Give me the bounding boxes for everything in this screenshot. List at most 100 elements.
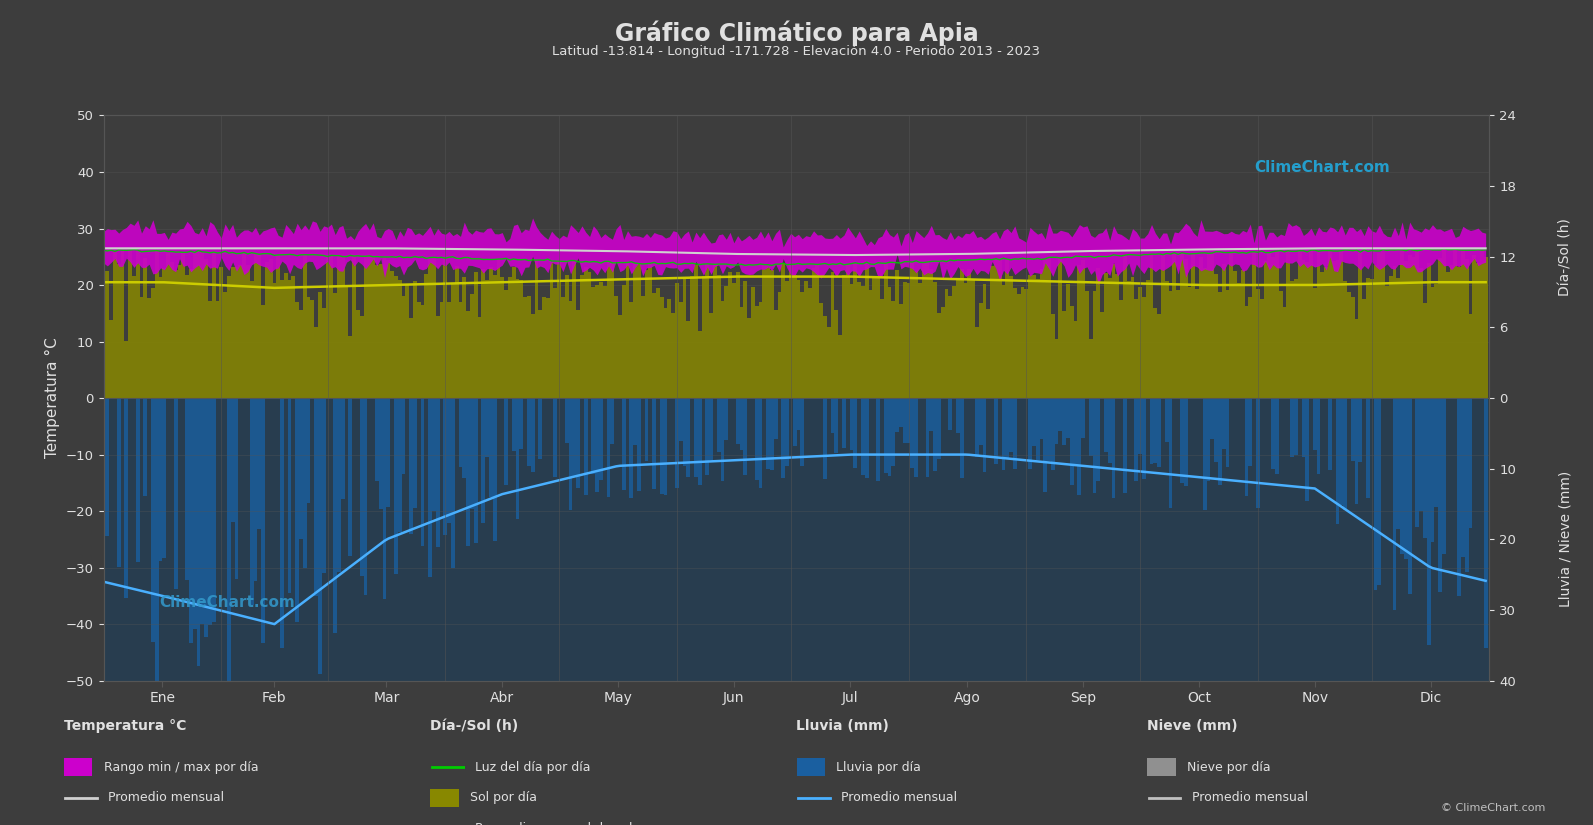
Bar <box>1469 314 1472 398</box>
Bar <box>769 398 774 469</box>
Bar <box>717 275 720 398</box>
Bar <box>1255 398 1260 508</box>
Bar <box>405 285 409 398</box>
Bar <box>127 250 132 398</box>
Bar <box>1066 398 1070 438</box>
Bar <box>162 268 166 398</box>
Bar <box>1126 280 1131 398</box>
Bar <box>341 398 344 499</box>
Bar <box>1335 398 1340 524</box>
Bar <box>250 281 253 398</box>
Bar <box>1381 252 1384 398</box>
Bar <box>736 272 739 398</box>
Bar <box>1389 276 1392 398</box>
Bar <box>311 300 314 398</box>
Bar <box>929 398 933 431</box>
Bar <box>706 264 709 398</box>
Bar <box>585 267 588 398</box>
Bar <box>1184 398 1188 487</box>
Bar <box>1096 398 1101 481</box>
Bar <box>104 398 1489 681</box>
Bar <box>1013 288 1016 398</box>
Bar <box>569 398 572 510</box>
Bar <box>664 398 667 495</box>
Bar <box>580 275 585 398</box>
Bar <box>1172 252 1176 398</box>
Bar <box>941 307 945 398</box>
Bar <box>1055 398 1058 444</box>
Text: Promedio mensual: Promedio mensual <box>108 791 225 804</box>
Y-axis label: Temperatura °C: Temperatura °C <box>45 337 61 459</box>
Bar <box>409 398 413 534</box>
Bar <box>527 296 530 398</box>
Bar <box>873 277 876 398</box>
Bar <box>854 264 857 398</box>
Bar <box>1222 398 1225 449</box>
Bar <box>1268 252 1271 398</box>
Bar <box>824 398 827 479</box>
Bar <box>1419 268 1423 398</box>
Bar <box>1005 259 1008 398</box>
Bar <box>553 288 558 398</box>
Bar <box>245 265 250 398</box>
Bar <box>777 292 781 398</box>
Bar <box>671 313 675 398</box>
Bar <box>489 398 492 497</box>
Bar <box>135 398 140 562</box>
Bar <box>1317 252 1321 398</box>
Bar <box>1115 274 1120 398</box>
Bar <box>1082 398 1085 438</box>
Bar <box>959 269 964 398</box>
Bar <box>284 273 288 398</box>
Bar <box>1249 297 1252 398</box>
Bar <box>800 398 804 466</box>
Bar <box>675 283 679 398</box>
Bar <box>190 269 193 398</box>
Bar <box>621 398 626 490</box>
Bar <box>1195 290 1200 398</box>
Bar <box>566 398 569 444</box>
Bar <box>744 280 747 398</box>
Bar <box>413 398 417 508</box>
Bar <box>884 398 887 474</box>
Bar <box>185 398 190 580</box>
Bar <box>1483 257 1488 398</box>
Bar <box>201 398 204 625</box>
Bar <box>511 267 516 398</box>
Bar <box>177 265 182 398</box>
Bar <box>382 258 387 398</box>
Bar <box>956 280 959 398</box>
Bar <box>527 398 530 466</box>
Bar <box>424 275 429 398</box>
Bar <box>234 267 239 398</box>
Bar <box>124 341 127 398</box>
Bar <box>854 398 857 468</box>
Bar <box>698 398 701 485</box>
Bar <box>253 398 258 582</box>
Bar <box>1313 288 1317 398</box>
Bar <box>492 398 497 541</box>
Bar <box>116 398 121 567</box>
Bar <box>1035 279 1040 398</box>
Bar <box>1305 398 1309 501</box>
Bar <box>709 398 714 460</box>
Bar <box>1411 257 1416 398</box>
Bar <box>182 252 185 398</box>
Bar <box>1107 398 1112 463</box>
Bar <box>390 271 393 398</box>
Bar <box>774 310 777 398</box>
Bar <box>462 398 467 478</box>
Bar <box>360 398 363 576</box>
Bar <box>1047 257 1051 398</box>
Bar <box>401 296 405 398</box>
Bar <box>467 398 470 546</box>
Bar <box>997 260 1002 398</box>
Bar <box>151 398 155 642</box>
Bar <box>201 252 204 398</box>
Bar <box>368 256 371 398</box>
Bar <box>288 398 292 593</box>
Bar <box>865 398 868 478</box>
Bar <box>800 292 804 398</box>
Bar <box>1408 255 1411 398</box>
Bar <box>451 285 454 398</box>
